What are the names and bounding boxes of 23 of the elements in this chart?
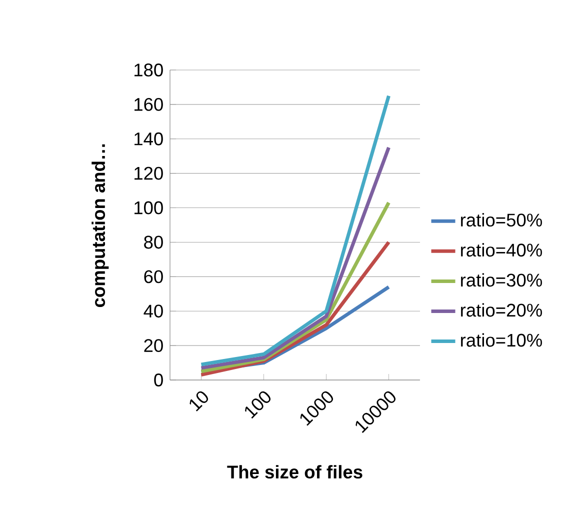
x-axis-title: The size of files bbox=[227, 465, 362, 479]
legend-label: ratio=20% bbox=[461, 303, 542, 317]
y-tick-label: 40 bbox=[144, 304, 163, 318]
y-tick-label: 60 bbox=[144, 270, 163, 284]
y-tick-label: 80 bbox=[144, 236, 163, 249]
y-tick-label: 140 bbox=[134, 132, 163, 146]
y-tick-label: 0 bbox=[154, 374, 163, 386]
legend-label: ratio=40% bbox=[461, 243, 542, 257]
y-tick-label: 20 bbox=[144, 339, 163, 352]
y-tick-label: 100 bbox=[134, 201, 163, 214]
y-tick-label: 160 bbox=[134, 98, 163, 111]
x-tick-label: 10 bbox=[190, 391, 208, 412]
line-series bbox=[199, 146, 391, 370]
legend-label: ratio=30% bbox=[461, 273, 542, 287]
legend-label: ratio=10% bbox=[461, 333, 542, 347]
line-series bbox=[199, 200, 391, 374]
line-series bbox=[199, 94, 391, 366]
line-series bbox=[199, 240, 391, 377]
y-tick-label: 120 bbox=[134, 166, 163, 180]
x-tick-label: 100 bbox=[245, 391, 271, 419]
y-axis-title: computation and… bbox=[92, 144, 109, 308]
y-tick-label: 180 bbox=[134, 64, 163, 76]
legend-label: ratio=50% bbox=[461, 213, 542, 227]
